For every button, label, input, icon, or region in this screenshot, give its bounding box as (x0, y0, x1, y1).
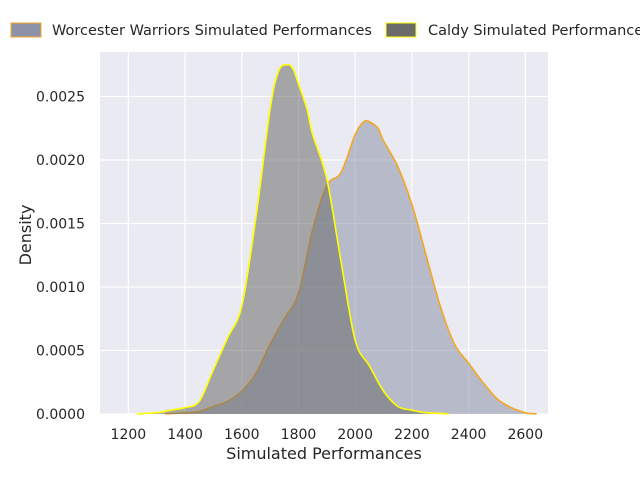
y-tick-label: 0.0005 (36, 343, 85, 359)
x-tick-label: 1400 (167, 427, 203, 443)
x-axis-ticks: 1200 1400 1600 1800 2000 2200 2400 2600 (111, 427, 544, 443)
area-caldy (136, 64, 449, 414)
x-tick-label: 2600 (507, 427, 543, 443)
y-axis-label: Density (16, 205, 35, 266)
legend-swatch-caldy (385, 22, 417, 38)
x-tick-label: 2200 (394, 427, 430, 443)
legend-label-caldy: Caldy Simulated Performances (428, 23, 640, 39)
y-tick-label: 0.0025 (36, 89, 85, 105)
y-tick-label: 0.0020 (36, 153, 85, 169)
legend: Worcester Warriors Simulated Performance… (10, 22, 640, 39)
x-tick-label: 1600 (224, 427, 260, 443)
area-worcester (165, 120, 537, 414)
x-tick-label: 2000 (337, 427, 373, 443)
y-tick-label: 0.0010 (36, 280, 85, 296)
line-caldy (136, 63, 449, 415)
x-tick-label: 2400 (451, 427, 487, 443)
x-tick-label: 1800 (281, 427, 317, 443)
y-tick-label: 0.0015 (36, 216, 85, 232)
y-tick-label: 0.0000 (36, 407, 85, 423)
legend-label-worcester: Worcester Warriors Simulated Performance… (52, 23, 372, 39)
x-axis-label: Simulated Performances (226, 444, 422, 463)
legend-swatch-worcester (10, 22, 42, 38)
density-areas (136, 63, 537, 415)
y-axis-ticks: 0.0000 0.0005 0.0010 0.0015 0.0020 0.0025 (36, 89, 85, 423)
x-tick-label: 1200 (111, 427, 147, 443)
